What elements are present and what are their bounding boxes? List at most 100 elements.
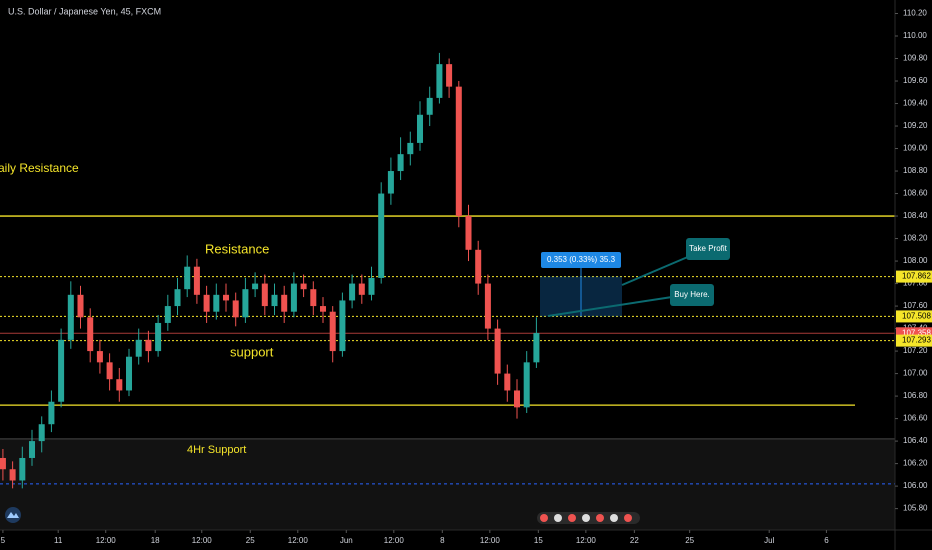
candle-body <box>29 441 36 458</box>
x-tick-label: 6 <box>824 536 829 545</box>
candle-body <box>106 362 113 380</box>
y-tick-label: 105.80 <box>903 504 928 513</box>
y-tick-label: 107.80 <box>903 279 928 288</box>
candle-body <box>523 362 530 408</box>
callout-box <box>670 284 714 306</box>
candle-body <box>232 300 239 318</box>
price-tag <box>896 334 932 347</box>
y-tick-label: 108.80 <box>903 166 928 175</box>
candle-body <box>48 401 55 425</box>
candle-body <box>155 322 162 352</box>
y-tick-label: 108.40 <box>903 211 928 220</box>
callout-text: Take Profit <box>689 244 728 253</box>
candle-body <box>261 283 268 307</box>
range-label: 0.353 (0.33%) 35.3 <box>547 255 616 264</box>
x-tick-label: Jul <box>764 536 774 545</box>
y-tick-label: 106.40 <box>903 436 928 445</box>
candle-body <box>96 351 103 363</box>
annotation: aily Resistance <box>0 161 79 175</box>
candle-body <box>19 457 26 481</box>
x-tick-label: 5 <box>1 536 6 545</box>
candles <box>0 52 540 489</box>
candle-body <box>252 283 259 290</box>
x-tick-label: 12:00 <box>288 536 309 545</box>
event-icons <box>537 512 640 524</box>
callout-pointer <box>547 296 673 317</box>
candle-body <box>281 294 288 312</box>
candle-body <box>203 294 210 312</box>
chart-title: U.S. Dollar / Japanese Yen, 45, FXCM <box>8 6 161 16</box>
price-tag-label: 107.293 <box>902 336 931 345</box>
y-tick-label: 108.60 <box>903 189 928 198</box>
x-tick-label: 25 <box>685 536 694 545</box>
y-tick-label: 109.60 <box>903 76 928 85</box>
axes: 105.80 106.00 106.20 106.40 106.60 106.80 107.… <box>1 9 932 545</box>
price-tag-label: 107.862 <box>902 272 931 281</box>
x-tick-label: 12:00 <box>192 536 213 545</box>
candle-body <box>174 289 181 307</box>
candle-body <box>222 294 230 301</box>
candle-body <box>407 142 414 155</box>
candle-body <box>329 311 336 352</box>
callout-pointer <box>621 255 691 286</box>
x-tick-label: 12:00 <box>576 536 597 545</box>
candle-body <box>0 457 6 470</box>
callout-text: Buy Here. <box>674 290 710 299</box>
candle-body <box>290 283 297 312</box>
candle-body <box>387 171 394 194</box>
x-tick-label: 15 <box>534 536 543 545</box>
candle-body <box>310 289 317 307</box>
candle-body <box>426 97 433 115</box>
candle-body <box>116 379 123 391</box>
candle-body <box>455 86 462 217</box>
y-tick-label: 109.20 <box>903 121 928 130</box>
candle-body <box>358 283 365 295</box>
candle-body <box>494 328 501 374</box>
candle-body <box>242 289 249 318</box>
candle-body <box>67 294 74 340</box>
candle-body <box>349 283 356 301</box>
candle-body <box>465 216 472 250</box>
candle-body <box>533 333 540 363</box>
y-tick-label: 109.40 <box>903 99 928 108</box>
candle-body <box>184 266 191 290</box>
y-tick-label: 107.20 <box>903 346 928 355</box>
logo-icon <box>7 512 19 518</box>
candle-body <box>319 306 327 312</box>
x-tick-label: 11 <box>54 536 63 545</box>
x-tick-label: Jun <box>340 536 353 545</box>
candle-body <box>300 283 307 290</box>
x-tick-label: 12:00 <box>480 536 501 545</box>
x-tick-label: 18 <box>151 536 160 545</box>
callout-box <box>686 238 730 260</box>
candle-body <box>368 277 375 295</box>
x-tick-label: 25 <box>246 536 255 545</box>
y-tick-label: 107.00 <box>903 369 928 378</box>
candle-body <box>504 373 511 391</box>
candle-body <box>87 317 94 352</box>
y-tick-label: 106.00 <box>903 481 928 490</box>
candle-body <box>38 424 45 442</box>
y-tick-label: 106.60 <box>903 414 928 423</box>
annotation: 4Hr Support <box>187 444 246 456</box>
candle-body <box>9 469 16 481</box>
y-tick-label: 109.80 <box>903 54 928 63</box>
candle-body <box>416 114 424 143</box>
y-tick-label: 110.20 <box>903 9 927 18</box>
y-tick-label: 106.80 <box>903 391 928 400</box>
candle-body <box>193 266 200 295</box>
candle-body <box>145 339 152 352</box>
candle-body <box>446 64 453 87</box>
candle-body <box>484 283 491 329</box>
annotation: support <box>230 344 274 359</box>
y-tick-label: 107.60 <box>903 301 928 310</box>
y-tick-label: 108.20 <box>903 234 928 243</box>
candle-body <box>475 249 482 284</box>
y-tick-label: 110.00 <box>903 31 927 40</box>
candle-body <box>213 294 220 312</box>
position-tool <box>540 268 622 317</box>
y-tick-label: 109.00 <box>903 144 928 153</box>
candle-body <box>271 294 278 307</box>
annotation: Resistance <box>205 241 269 256</box>
